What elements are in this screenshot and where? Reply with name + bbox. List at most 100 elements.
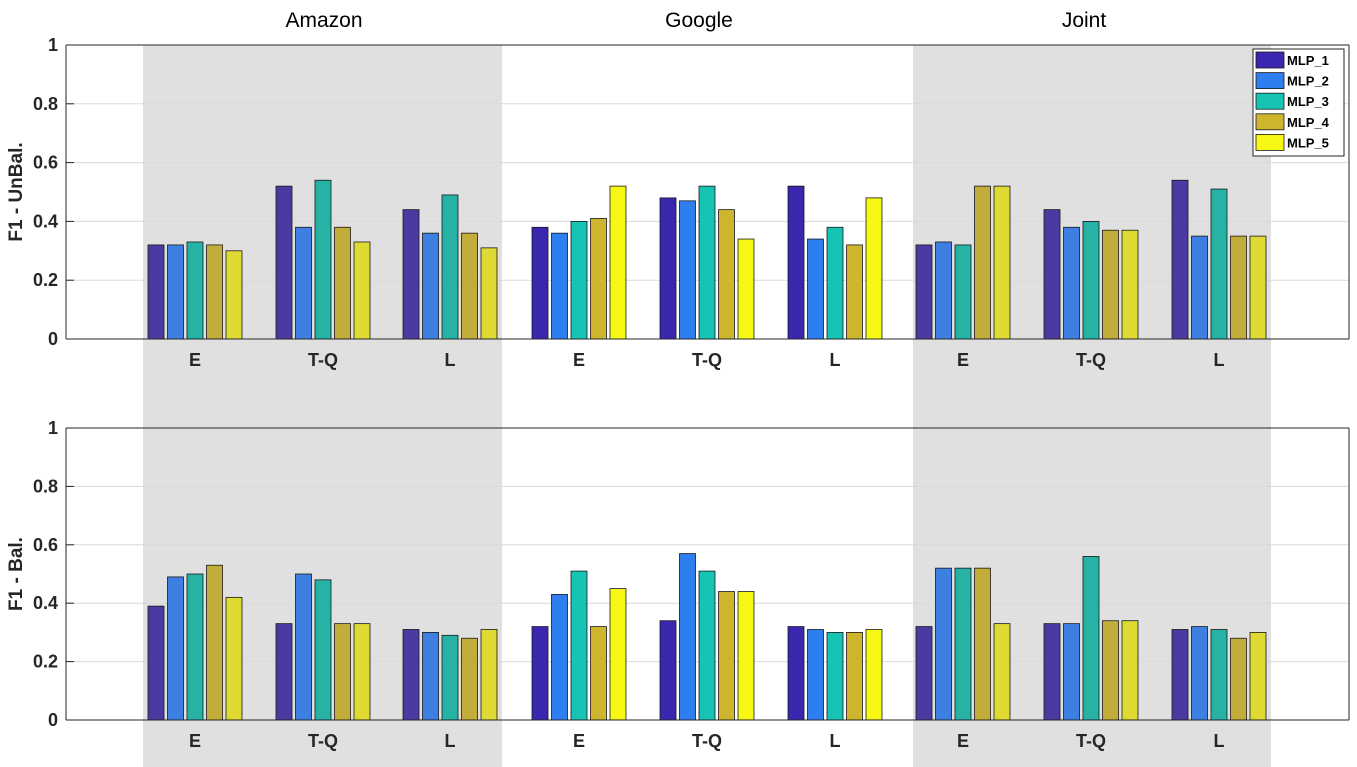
bar-mlp4-7 [1102, 620, 1119, 721]
bar-mlp3-7 [1082, 220, 1100, 340]
x-tick-label: E [957, 731, 969, 751]
legend-swatch [1255, 113, 1285, 131]
bar-mlp2-5 [807, 238, 824, 340]
bar-mlp2-7 [1063, 623, 1080, 721]
bar-mlp2-1 [295, 573, 312, 721]
bar-mlp1-7 [1043, 209, 1061, 340]
legend-swatch [1255, 51, 1285, 69]
bar-mlp1-6 [915, 244, 933, 340]
y-tick-label: 0.8 [33, 476, 58, 496]
y-tick-label: 0.8 [33, 94, 58, 114]
x-tick-label: L [1214, 731, 1225, 751]
bar-mlp5-7 [1121, 229, 1139, 340]
bar-mlp2-0 [167, 576, 184, 721]
legend-label: MLP_1 [1287, 53, 1329, 68]
bar-mlp3-0 [186, 573, 204, 721]
bar-mlp3-1 [314, 579, 332, 721]
y-tick-label: 0.2 [33, 270, 58, 290]
bar-mlp2-7 [1063, 226, 1080, 340]
bar-mlp1-7 [1043, 623, 1061, 721]
bar-mlp3-5 [826, 226, 844, 340]
bar-mlp4-1 [334, 623, 351, 721]
x-tick-label: L [445, 350, 456, 370]
bar-mlp4-8 [1230, 235, 1247, 340]
x-tick-label: T-Q [692, 731, 722, 751]
x-tick-label: T-Q [308, 350, 338, 370]
bar-mlp5-2 [480, 247, 498, 340]
bar-mlp4-8 [1230, 637, 1247, 721]
bar-mlp3-0 [186, 241, 204, 340]
panel-unbalanced: 0 0.2 0.4 0.6 0.8 1 E T-Q L E T-Q L E T-Q L F1 - UnBal. [6, 35, 1350, 370]
bar-mlp3-4 [698, 185, 716, 340]
legend-label: MLP_4 [1287, 115, 1330, 130]
bar-mlp3-7 [1082, 556, 1100, 721]
bar-mlp4-2 [461, 637, 478, 721]
bar-mlp4-3 [590, 626, 607, 721]
bar-mlp5-2 [480, 629, 498, 721]
legend-label: MLP_5 [1287, 135, 1329, 150]
y-tick-label: 1 [48, 35, 58, 55]
y-tick-label: 0 [48, 329, 58, 349]
bar-mlp5-3 [609, 185, 627, 340]
bar-mlp2-6 [935, 241, 952, 340]
bar-mlp2-4 [679, 553, 696, 721]
y-tick-label: 0.4 [33, 593, 58, 613]
bar-mlp3-3 [570, 220, 588, 340]
bar-mlp4-3 [590, 218, 607, 340]
x-tick-label: T-Q [1076, 731, 1106, 751]
bar-mlp2-0 [167, 244, 184, 340]
x-tick-label: T-Q [308, 731, 338, 751]
y-tick-label: 0.6 [33, 153, 58, 173]
bar-mlp3-2 [441, 194, 459, 340]
bar-mlp2-8 [1191, 235, 1208, 340]
bar-mlp1-0 [147, 244, 165, 340]
bar-mlp4-4 [718, 591, 735, 721]
x-tick-label: L [830, 731, 841, 751]
y-tick-label: 0.2 [33, 652, 58, 672]
bar-mlp2-5 [807, 629, 824, 721]
bar-mlp4-5 [846, 244, 863, 340]
bar-mlp2-6 [935, 567, 952, 721]
bar-mlp1-1 [275, 185, 293, 340]
bar-mlp5-6 [993, 185, 1011, 340]
x-tick-label: E [957, 350, 969, 370]
panel-balanced: 0 0.2 0.4 0.6 0.8 1 E T-Q L E T-Q L E T-Q L F1 - Bal. [6, 418, 1350, 751]
bar-mlp3-8 [1210, 188, 1228, 340]
bar-mlp5-5 [865, 629, 883, 721]
bar-mlp5-0 [225, 250, 243, 340]
bar-mlp4-2 [461, 232, 478, 340]
bar-mlp1-3 [531, 626, 549, 721]
bar-mlp3-3 [570, 570, 588, 721]
bar-mlp2-2 [422, 632, 439, 721]
bar-mlp2-1 [295, 226, 312, 340]
legend: MLP_1 MLP_2 MLP_3 MLP_4 MLP_5 [1252, 48, 1345, 157]
bar-mlp4-7 [1102, 229, 1119, 340]
x-tick-label: L [1214, 350, 1225, 370]
legend-swatch [1255, 92, 1285, 110]
bar-mlp1-0 [147, 605, 165, 721]
group-titles: Amazon Google Joint [285, 9, 1106, 32]
legend-swatch [1255, 133, 1285, 151]
bar-mlp1-4 [659, 197, 677, 340]
bar-mlp1-8 [1171, 629, 1189, 721]
bar-mlp2-8 [1191, 626, 1208, 721]
bar-mlp5-8 [1249, 235, 1267, 340]
bar-mlp4-5 [846, 632, 863, 721]
bar-mlp5-1 [353, 623, 371, 721]
bar-mlp3-2 [441, 634, 459, 721]
bar-mlp5-1 [353, 241, 371, 340]
bar-mlp4-6 [974, 567, 991, 721]
y-axis-label: F1 - UnBal. [6, 142, 27, 241]
bar-mlp2-3 [551, 594, 568, 721]
bar-mlp3-6 [954, 567, 972, 721]
group-title-joint: Joint [1062, 9, 1107, 32]
bar-mlp2-4 [679, 200, 696, 340]
bar-mlp1-2 [402, 629, 420, 721]
bar-mlp2-2 [422, 232, 439, 340]
bar-mlp3-4 [698, 570, 716, 721]
legend-swatch [1255, 72, 1285, 89]
bar-mlp5-7 [1121, 620, 1139, 721]
y-axis-label: F1 - Bal. [6, 537, 27, 611]
x-tick-label: T-Q [692, 350, 722, 370]
